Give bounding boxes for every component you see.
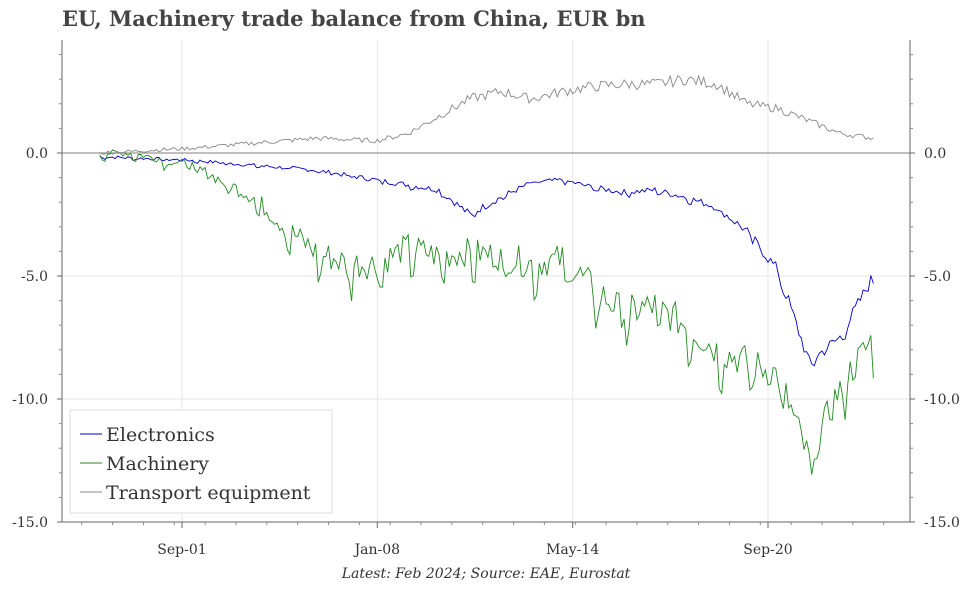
series-line-electronics [99, 155, 874, 367]
chart-title: EU, Machinery trade balance from China, … [62, 6, 646, 31]
legend-label: Transport equipment [106, 482, 311, 504]
series-line-transport-equipment [99, 74, 874, 155]
series-line-machinery [99, 149, 874, 475]
x-tick-label: Jan-08 [353, 542, 401, 558]
legend-label: Machinery [106, 453, 209, 475]
y-tick-label-right: -15.0 [924, 515, 960, 531]
y-tick-label-left: -15.0 [12, 515, 48, 531]
legend: Electronics Machinery Transport equipment [69, 409, 333, 514]
x-tick-label: Sep-20 [743, 542, 792, 558]
y-tick-label-left: -10.0 [12, 392, 48, 408]
y-tick-label-left: 0.0 [26, 146, 48, 162]
y-tick-label-right: -5.0 [924, 269, 951, 285]
series-layer [99, 74, 874, 475]
y-tick-label-left: -5.0 [21, 269, 48, 285]
y-tick-label-right: -10.0 [924, 392, 960, 408]
x-tick-label: May-14 [546, 542, 599, 558]
chart-canvas: 0.0 0.0 -5.0 -5.0 -10.0 -10.0 -15.0 -15.0 Sep-01… [12, 40, 960, 558]
legend-label: Electronics [106, 424, 215, 446]
source-note: Latest: Feb 2024; Source: EAE, Eurostat [341, 566, 631, 582]
x-tick-label: Sep-01 [157, 542, 206, 558]
y-tick-label-right: 0.0 [924, 146, 946, 162]
legend-box [69, 409, 333, 514]
axes: 0.0 0.0 -5.0 -5.0 -10.0 -10.0 -15.0 -15.0 Sep-01… [12, 40, 960, 558]
